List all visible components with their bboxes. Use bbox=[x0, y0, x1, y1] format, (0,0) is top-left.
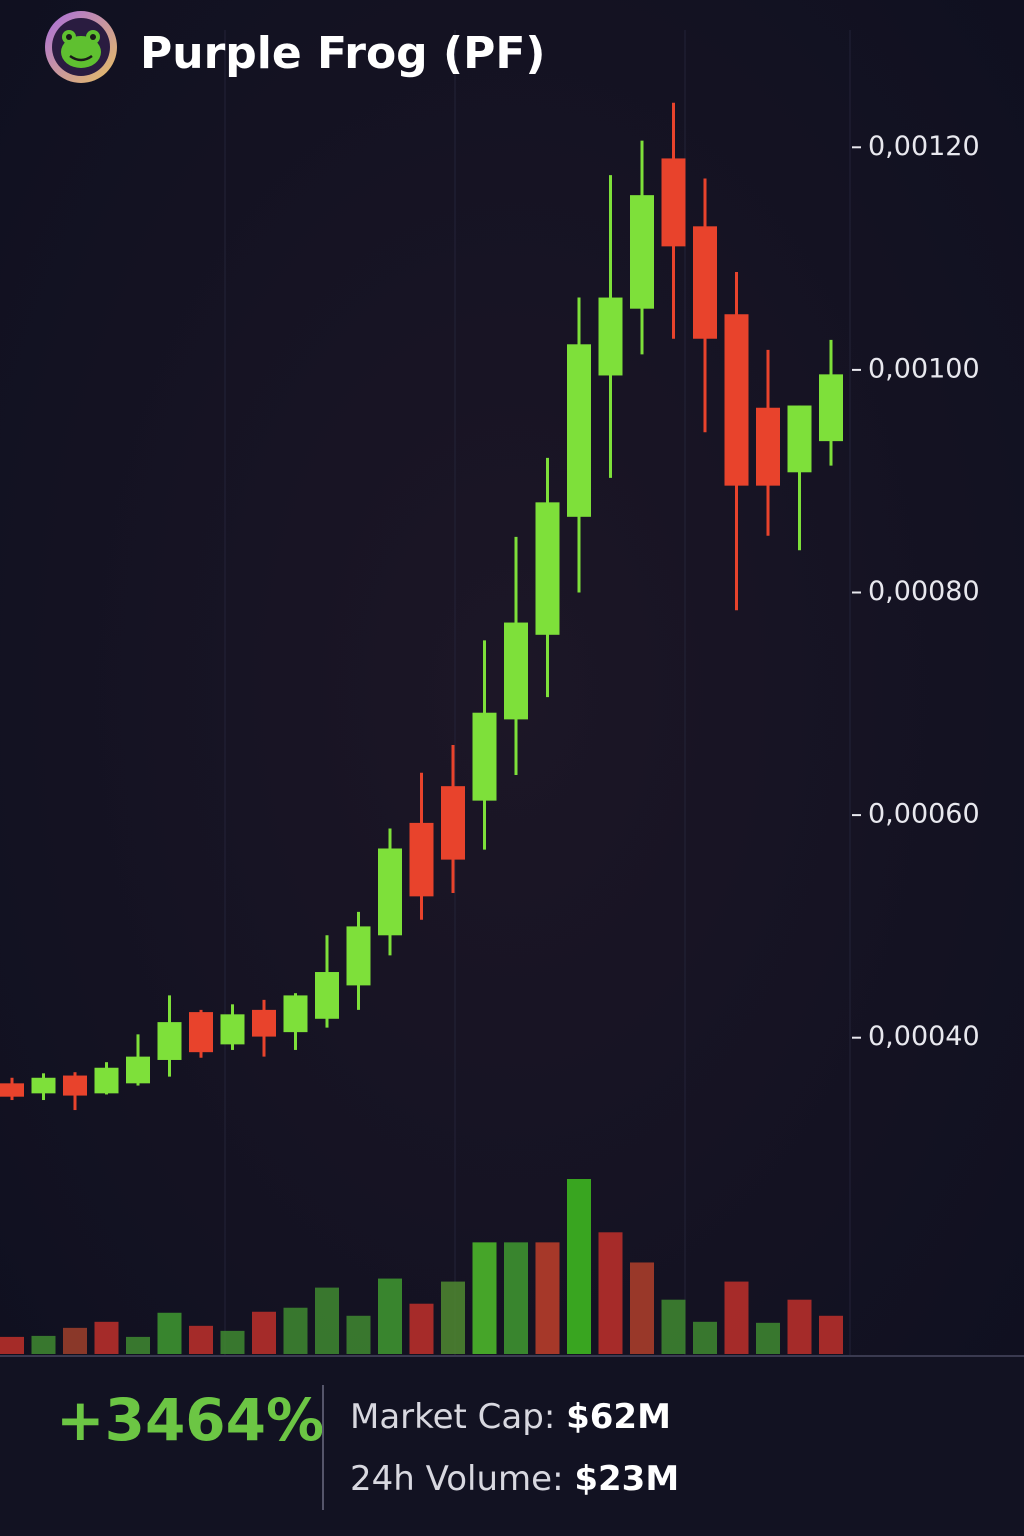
volume-bar bbox=[504, 1242, 528, 1354]
candle-body bbox=[315, 972, 339, 1019]
volume-bar bbox=[472, 1242, 497, 1354]
volume-bar bbox=[378, 1278, 402, 1354]
candle-body bbox=[756, 407, 780, 486]
y-tick-label: 0,00100 bbox=[868, 353, 980, 384]
candle-body bbox=[157, 1022, 182, 1060]
volume-bar bbox=[157, 1312, 182, 1354]
candle-body bbox=[567, 344, 591, 517]
candle-body bbox=[441, 786, 465, 860]
volume-bar bbox=[787, 1299, 812, 1354]
coin-title: Purple Frog (PF) bbox=[140, 28, 546, 79]
plot: 0,00120 0,00100 0,00080 0,00060 0,00040 bbox=[0, 102, 980, 1354]
candle-body bbox=[661, 158, 686, 247]
footer-bg bbox=[0, 1357, 1024, 1536]
volume-bar bbox=[567, 1179, 591, 1354]
market-cap-label: Market Cap: bbox=[350, 1397, 555, 1437]
volume-bar bbox=[693, 1321, 717, 1354]
candle-body bbox=[189, 1012, 213, 1053]
volume-bar bbox=[441, 1281, 465, 1354]
volume-bar bbox=[252, 1311, 276, 1354]
volume-bar bbox=[756, 1322, 780, 1354]
volume-bar bbox=[630, 1262, 654, 1354]
candle-body bbox=[535, 502, 560, 635]
volume-24h: 24h Volume: $23M bbox=[350, 1459, 679, 1499]
candle-body bbox=[283, 995, 308, 1033]
volume-bar bbox=[283, 1307, 308, 1354]
volume-bar bbox=[220, 1330, 245, 1354]
candle-body bbox=[252, 1009, 276, 1037]
candle-body bbox=[630, 195, 654, 309]
volume-bar bbox=[31, 1335, 56, 1354]
volume-bar bbox=[315, 1287, 339, 1354]
candle-body bbox=[504, 622, 528, 720]
volume-bar bbox=[346, 1315, 371, 1354]
volume-bar bbox=[409, 1303, 434, 1354]
candle-body bbox=[787, 405, 812, 473]
market-cap: Market Cap: $62M bbox=[350, 1397, 671, 1437]
candle-body bbox=[31, 1077, 56, 1094]
volume-bar bbox=[819, 1315, 843, 1354]
volume-bar bbox=[535, 1242, 560, 1354]
candle-body bbox=[94, 1067, 119, 1094]
volume-value: $23M bbox=[574, 1459, 679, 1499]
volume-bar bbox=[724, 1281, 749, 1354]
coin-icon bbox=[45, 11, 117, 83]
candle-body bbox=[472, 712, 497, 801]
y-tick-label: 0,00040 bbox=[868, 1021, 980, 1052]
candle-body bbox=[378, 848, 402, 936]
y-tick-label: 0,00120 bbox=[868, 131, 980, 162]
grid-decor bbox=[224, 30, 851, 1355]
volume-bar bbox=[189, 1325, 213, 1354]
volume-bar bbox=[0, 1336, 24, 1354]
candle-body bbox=[220, 1014, 245, 1045]
candle-body bbox=[724, 314, 749, 486]
market-cap-value: $62M bbox=[566, 1397, 671, 1437]
volume-bar bbox=[94, 1321, 119, 1354]
candle-body bbox=[346, 926, 371, 986]
y-tick-label: 0,00060 bbox=[868, 799, 980, 830]
candle-body bbox=[126, 1056, 150, 1084]
candle-body bbox=[63, 1075, 87, 1096]
candle-body bbox=[819, 374, 843, 442]
y-tick-label: 0,00080 bbox=[868, 576, 980, 607]
volume-label: 24h Volume: bbox=[350, 1459, 564, 1499]
volume-bar bbox=[63, 1327, 87, 1354]
volume-bar bbox=[126, 1336, 150, 1354]
candle-body bbox=[409, 822, 434, 897]
candle-body bbox=[598, 297, 623, 376]
price-change: +3464% bbox=[56, 1386, 324, 1454]
volume-bar bbox=[661, 1299, 686, 1354]
volume-bar bbox=[598, 1232, 623, 1354]
candle-body bbox=[693, 226, 717, 339]
candle-body bbox=[0, 1083, 24, 1097]
